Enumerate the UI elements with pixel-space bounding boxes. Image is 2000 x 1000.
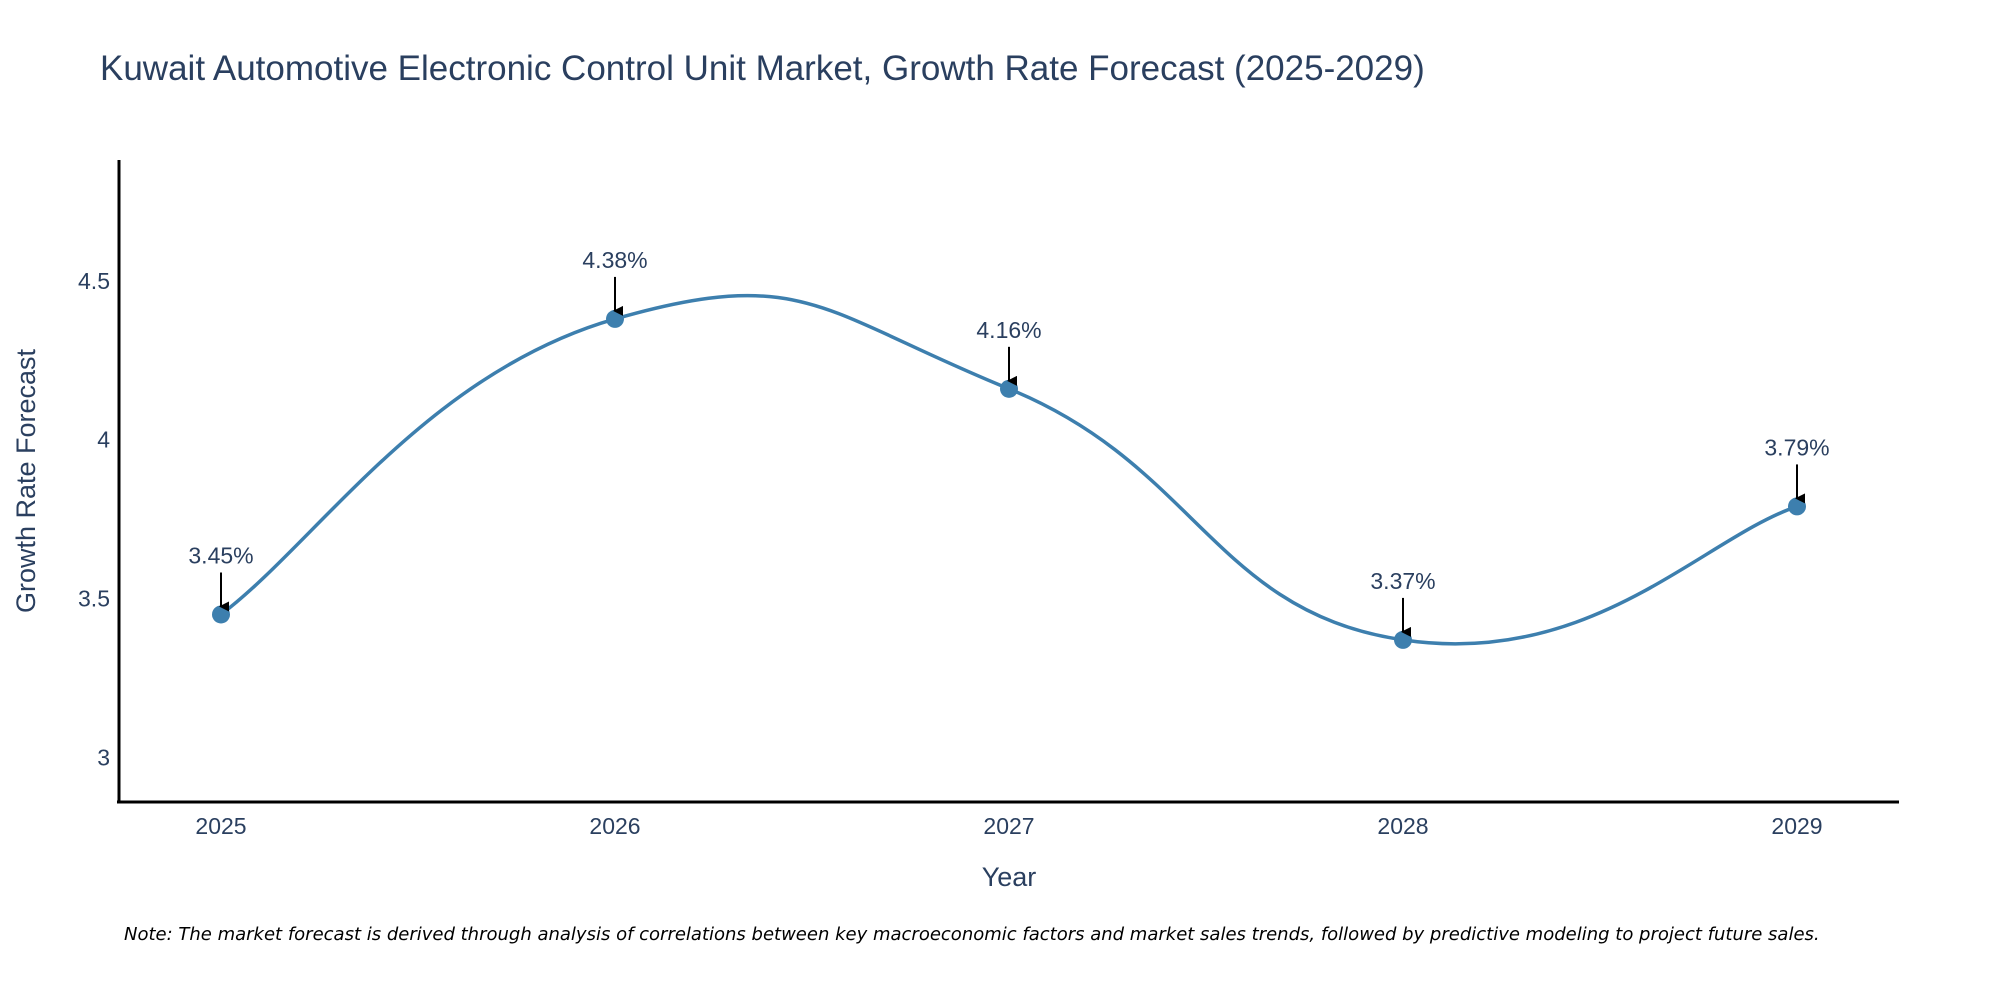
x-tick-label: 2029 <box>1771 813 1822 839</box>
y-tick-label: 3 <box>97 745 110 771</box>
y-tick-label: 4 <box>97 427 110 453</box>
x-tick-label: 2027 <box>983 813 1034 839</box>
x-tick-label: 2028 <box>1377 813 1428 839</box>
data-label-annotations: 3.45% 4.38% 4.16% 3.37% 3.79% <box>188 247 1830 637</box>
data-point <box>1394 630 1412 649</box>
x-axis-title: Year <box>982 862 1037 892</box>
data-label: 3.45% <box>188 542 253 568</box>
y-tick-label: 4.5 <box>78 268 110 294</box>
data-point <box>606 309 624 328</box>
y-axis-title: Growth Rate Forecast <box>11 348 41 613</box>
data-label: 4.16% <box>976 317 1041 343</box>
data-label: 3.37% <box>1370 568 1435 594</box>
chart-title: Kuwait Automotive Electronic Control Uni… <box>100 49 1425 88</box>
data-point <box>1000 379 1018 398</box>
data-label: 4.38% <box>582 247 647 273</box>
chart-note: Note: The market forecast is derived thr… <box>124 924 1820 945</box>
x-tick-label: 2025 <box>195 813 246 839</box>
y-tick-label: 3.5 <box>78 586 110 612</box>
data-label: 3.79% <box>1764 434 1829 460</box>
x-tick-labels: 2025 2026 2027 2028 2029 <box>195 813 1822 839</box>
data-point <box>1788 497 1806 516</box>
y-tick-labels: 3 3.5 4 4.5 <box>78 268 110 771</box>
plot-area: 3 3.5 4 4.5 2025 2026 2027 2028 2029 3.45% 4.38%… <box>78 160 1899 839</box>
x-tick-label: 2026 <box>589 813 640 839</box>
data-point <box>212 605 230 624</box>
